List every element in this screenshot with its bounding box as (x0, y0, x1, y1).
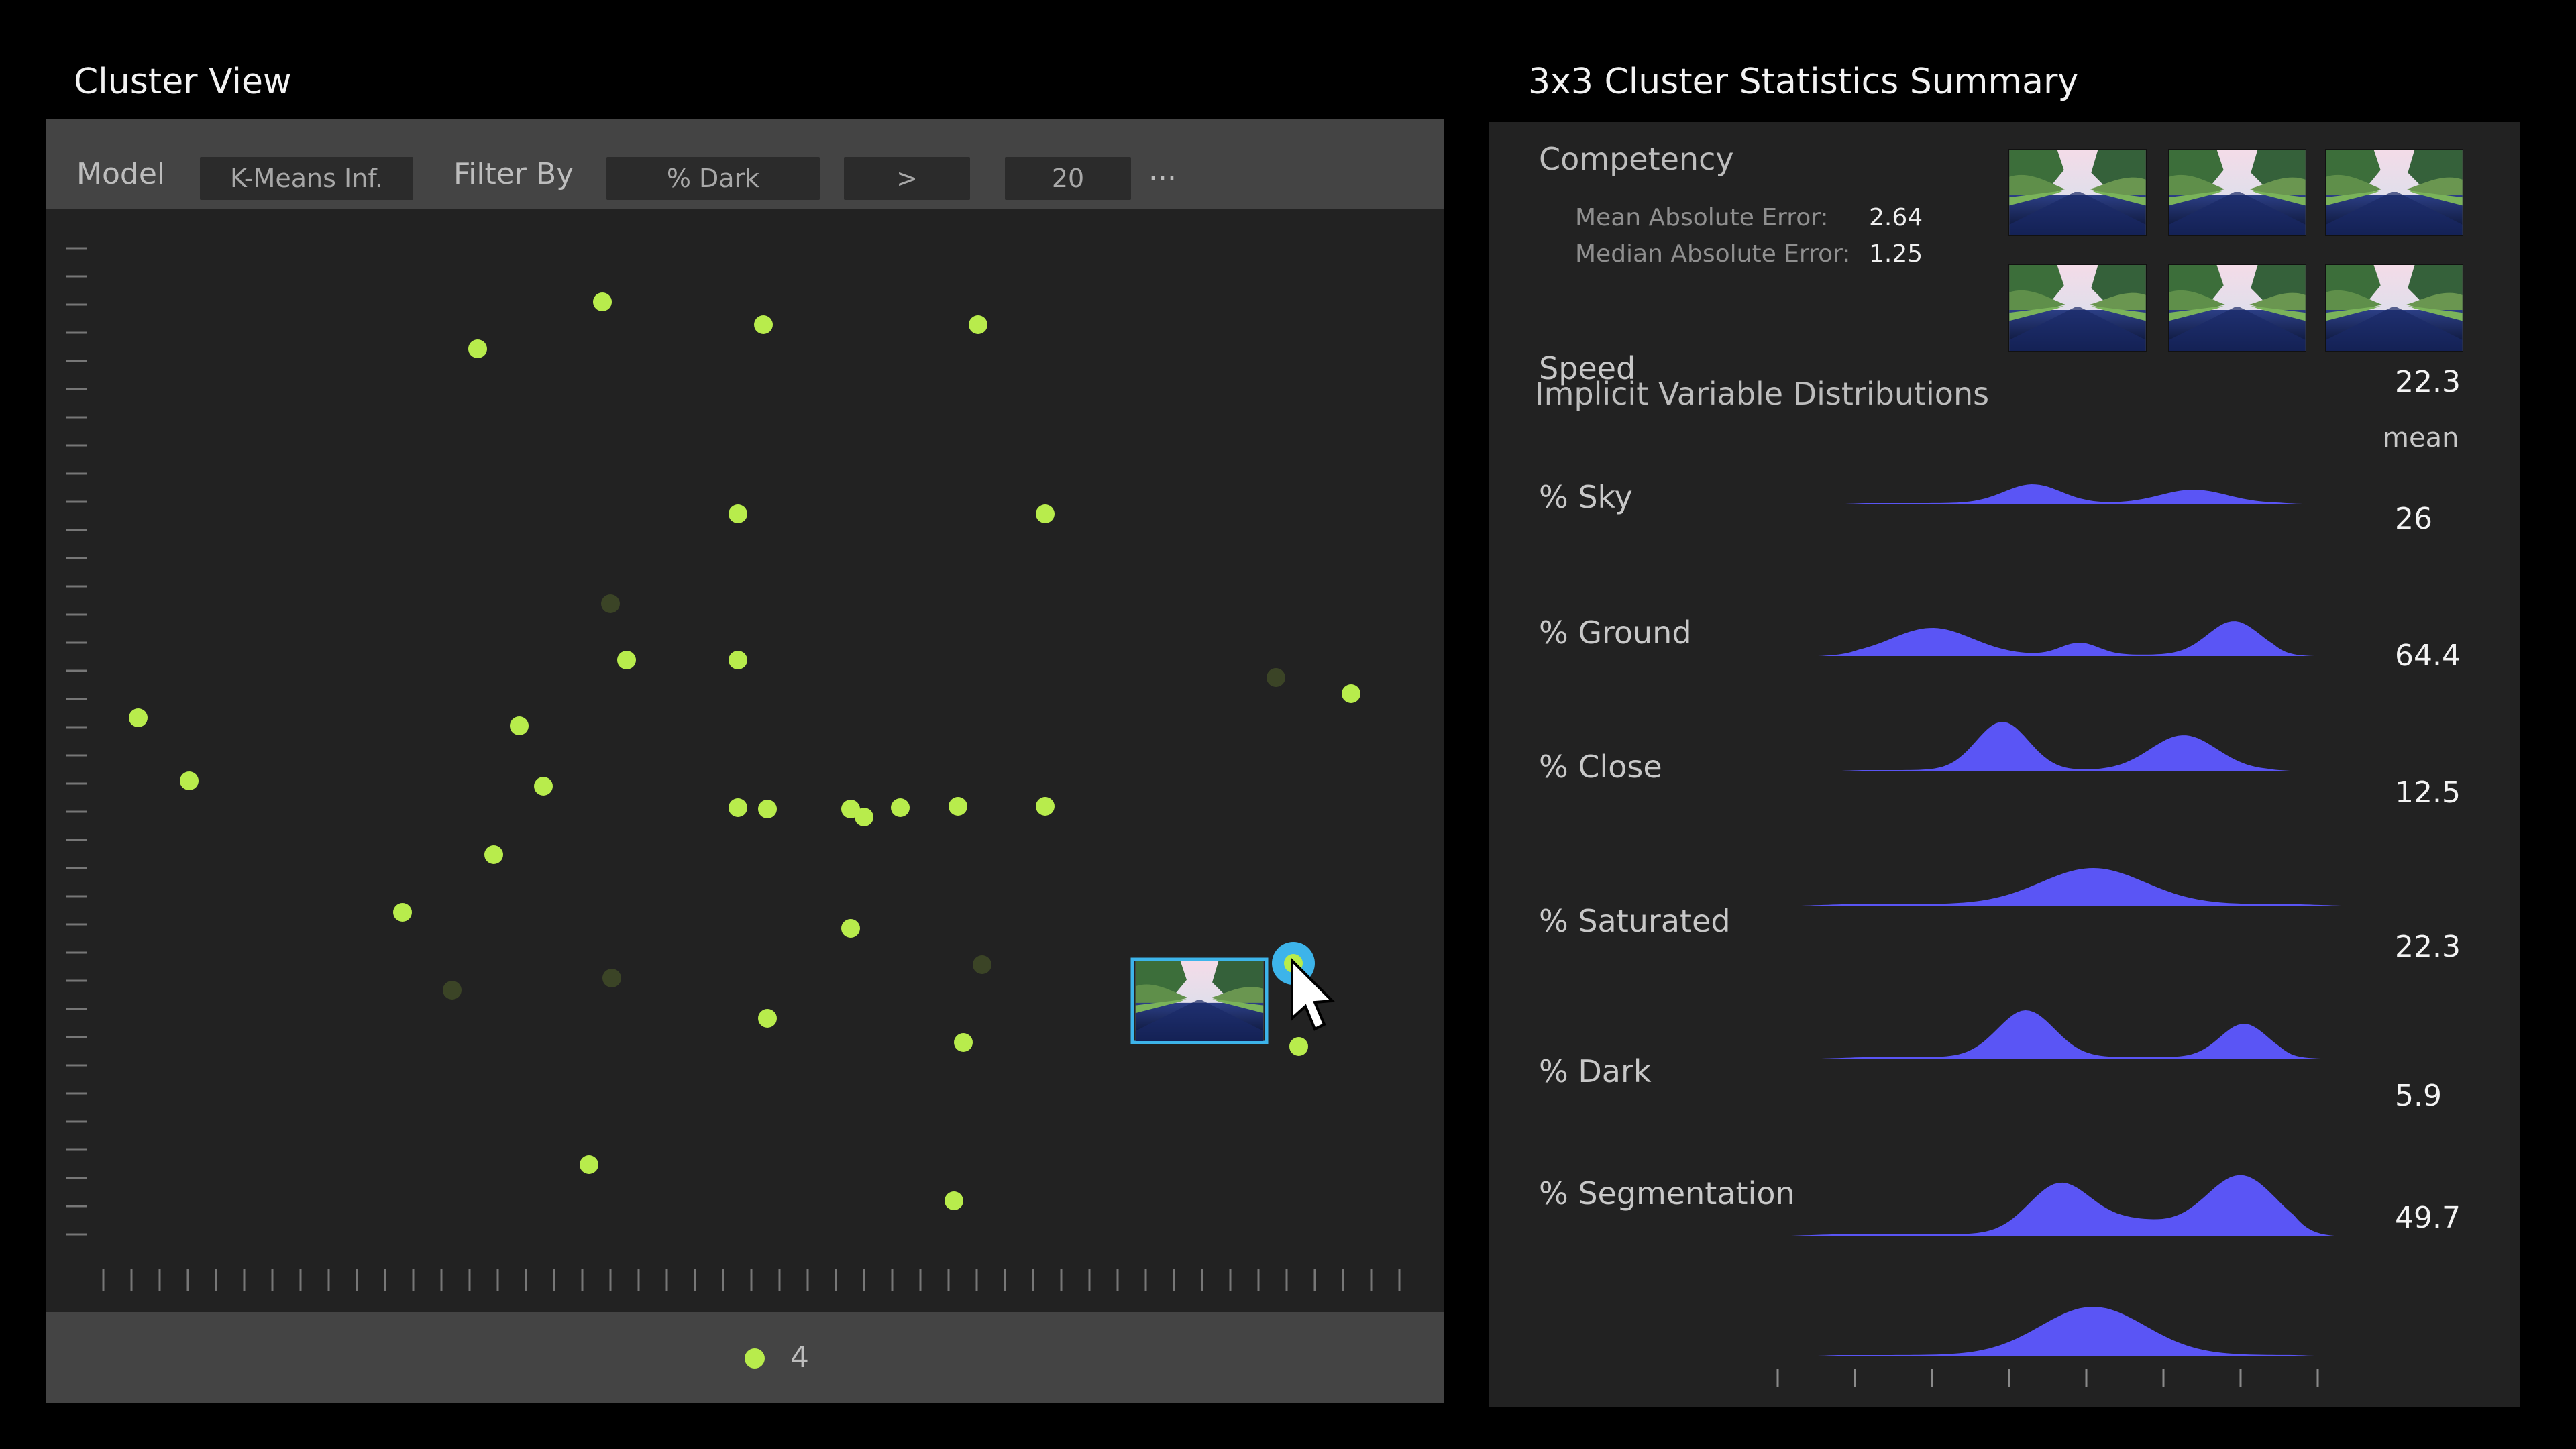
more-options-button[interactable]: ... (1148, 153, 1177, 187)
scatter-point[interactable] (729, 504, 747, 523)
scatter-point[interactable] (758, 800, 777, 818)
cluster-thumbnail[interactable] (2008, 264, 2147, 352)
cluster-thumbnail[interactable] (2008, 149, 2147, 236)
summary-title: 3x3 Cluster Statistics Summary (1528, 62, 2079, 102)
filter-operator-select[interactable]: > (844, 157, 970, 200)
distribution-curve (1821, 1010, 2321, 1059)
mouse-cursor-icon (1291, 957, 1336, 1031)
scatter-point[interactable] (855, 808, 873, 826)
model-select[interactable]: K-Means Inf. (200, 157, 413, 200)
scatter-point[interactable] (1036, 797, 1055, 816)
variable-mean-value: 22.3 (2395, 930, 2461, 964)
variable-label: % Sky (1539, 479, 1633, 515)
variable-mean-value: 22.3 (2395, 365, 2461, 399)
cluster-thumbnail[interactable] (2325, 149, 2463, 236)
filter-by-label: Filter By (453, 157, 574, 191)
scatter-point[interactable] (969, 315, 987, 334)
variable-label: Speed (1539, 350, 1636, 386)
scatter-point[interactable] (754, 315, 773, 334)
legend-dot-icon (745, 1348, 765, 1368)
scatter-point[interactable] (1342, 684, 1360, 703)
y-axis-ticks (66, 247, 87, 1236)
scatter-point[interactable] (468, 339, 487, 358)
scatter-point-dimmed[interactable] (1267, 668, 1285, 687)
scatter-point[interactable] (729, 798, 747, 817)
model-label: Model (76, 157, 166, 191)
preview-frame (1130, 957, 1269, 1044)
scatter-points (129, 292, 1360, 1210)
median-label: Median Absolute Error: (1575, 240, 1851, 268)
scatter-point[interactable] (758, 1009, 777, 1028)
variable-mean-value: 26 (2395, 502, 2432, 536)
scatter-point-dimmed[interactable] (602, 969, 621, 987)
scatter-point[interactable] (954, 1033, 973, 1052)
scatter-point-dimmed[interactable] (443, 981, 462, 1000)
distribution-curve (1825, 484, 2321, 504)
variable-label: % Close (1539, 749, 1662, 785)
distribution-axis (1776, 1368, 2319, 1387)
cluster-thumbnail[interactable] (2325, 264, 2463, 352)
scatter-point[interactable] (891, 798, 910, 817)
variable-mean-value: 64.4 (2395, 639, 2461, 673)
scatter-point[interactable] (1036, 504, 1055, 523)
variable-label: % Ground (1539, 614, 1692, 651)
scatter-point[interactable] (534, 777, 553, 796)
scatter-point[interactable] (593, 292, 612, 311)
cluster-thumbnail[interactable] (2168, 149, 2306, 236)
cluster-view-title: Cluster View (74, 62, 292, 102)
scatter-point[interactable] (484, 845, 503, 864)
competency-heading: Competency (1539, 141, 1734, 177)
scatter-point[interactable] (1289, 1037, 1308, 1056)
variable-label: % Saturated (1539, 903, 1731, 939)
variable-mean-value: 49.7 (2395, 1201, 2461, 1235)
cluster-thumbnail[interactable] (2168, 264, 2306, 352)
scatter-point[interactable] (729, 651, 747, 669)
scatter-point-dimmed[interactable] (601, 594, 620, 613)
mean-column-header: mean (2383, 423, 2459, 453)
distributions-heading: Implicit Variable Distributions (1535, 376, 1990, 412)
filter-value-input[interactable]: 20 (1005, 157, 1131, 200)
variable-mean-value: 12.5 (2395, 775, 2461, 810)
distribution-curves (1791, 484, 2341, 1356)
mae-value: 2.64 (1869, 204, 1923, 231)
variable-label: % Segmentation (1539, 1175, 1795, 1212)
cluster-view-panel: Model K-Means Inf. Filter By % Dark > 20… (46, 119, 1444, 1403)
x-axis-ticks (102, 1269, 1401, 1291)
median-value: 1.25 (1869, 240, 1923, 268)
distribution-curve (1818, 621, 2314, 656)
variable-label: % Dark (1539, 1053, 1652, 1089)
distribution-curve (1821, 722, 2308, 771)
summary-panel: Competency Mean Absolute Error: 2.64 Med… (1489, 122, 2520, 1407)
mae-label: Mean Absolute Error: (1575, 204, 1829, 231)
filter-field-select[interactable]: % Dark (606, 157, 820, 200)
scatter-point[interactable] (949, 797, 967, 816)
cluster-scatter-plot[interactable] (46, 209, 1444, 1312)
scatter-point[interactable] (841, 919, 860, 938)
scatter-point[interactable] (393, 903, 412, 922)
preview-thumbnail (1135, 961, 1264, 1041)
filter-toolbar: Model K-Means Inf. Filter By % Dark > 20… (46, 119, 1444, 209)
cluster-legend: 4 (46, 1312, 1444, 1403)
scatter-point[interactable] (945, 1191, 963, 1210)
scatter-point[interactable] (510, 716, 529, 735)
hover-preview (1130, 957, 1269, 1044)
variable-mean-value: 5.9 (2395, 1079, 2442, 1113)
scatter-point[interactable] (580, 1155, 598, 1174)
scatter-point-dimmed[interactable] (973, 955, 991, 974)
scatter-point[interactable] (180, 771, 199, 790)
legend-cluster-label[interactable]: 4 (790, 1340, 809, 1375)
distribution-curve (1801, 868, 2341, 906)
distribution-curve (1798, 1307, 2334, 1356)
scatter-point[interactable] (129, 708, 148, 727)
distribution-curve (1791, 1175, 2334, 1236)
scatter-point[interactable] (617, 651, 636, 669)
